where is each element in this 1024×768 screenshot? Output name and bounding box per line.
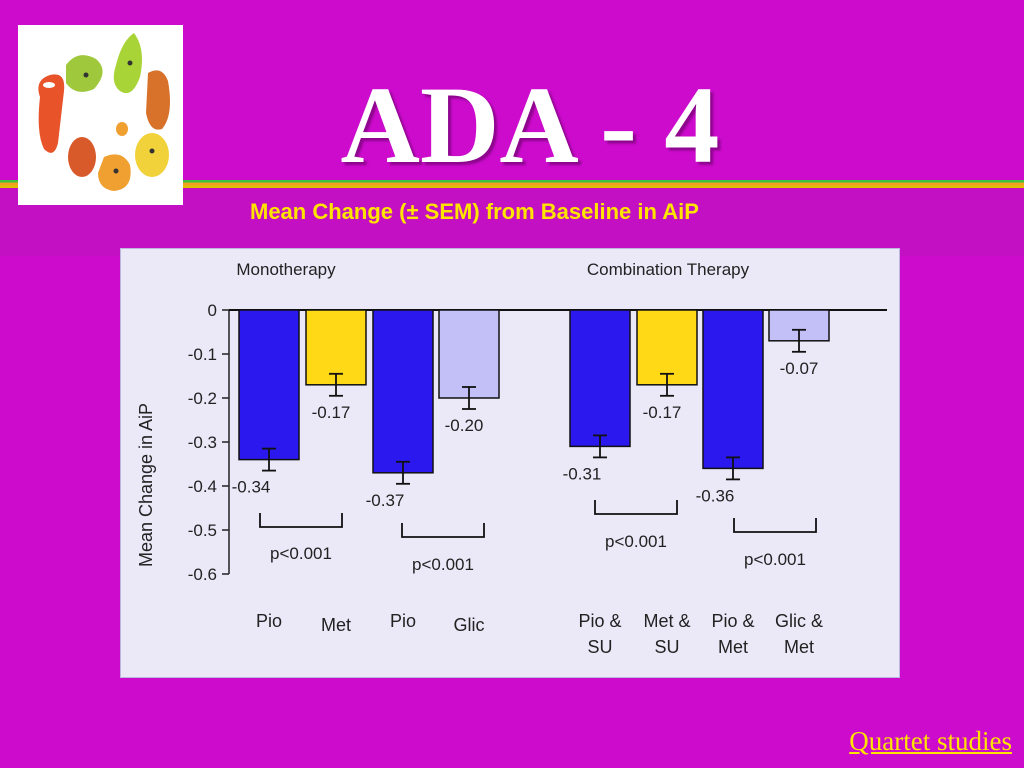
group-header-1: Combination Therapy <box>587 260 750 279</box>
category-label-4-line2: SU <box>587 637 612 657</box>
category-label-7-line2: Met <box>784 637 814 657</box>
category-label-1: Met <box>321 615 351 635</box>
y-axis-label: Mean Change in AiP <box>136 403 156 567</box>
p-value-label-0: p<0.001 <box>270 544 332 563</box>
footer-link[interactable]: Quartet studies <box>849 726 1012 756</box>
significance-bracket-2 <box>594 500 678 515</box>
significance-bracket-1 <box>401 523 485 538</box>
significance-bracket-3 <box>733 518 817 533</box>
value-label-3: -0.20 <box>445 416 484 435</box>
title-stripe <box>0 180 1024 188</box>
fruit-vegetable-characters-circle-icon <box>38 33 170 191</box>
y-tick-label-0: 0 <box>208 301 217 320</box>
p-value-label-1: p<0.001 <box>412 555 474 574</box>
category-label-7-line1: Glic & <box>775 611 823 631</box>
value-label-2: -0.37 <box>366 491 405 510</box>
bar-4 <box>569 309 631 448</box>
y-tick-label-5: -0.5 <box>188 521 217 540</box>
category-label-0: Pio <box>256 611 282 631</box>
value-label-1: -0.17 <box>312 403 351 422</box>
bar-chart: Mean Change in AiP 0 -0.1 -0.2 -0.3 -0.4 -0.5 -… <box>136 260 887 657</box>
bar-2 <box>372 309 434 474</box>
group-header-0: Monotherapy <box>236 260 336 279</box>
chart-panel: Mean Change in AiP 0 -0.1 -0.2 -0.3 -0.4 -0.5 -… <box>120 248 900 678</box>
value-label-0: -0.34 <box>232 478 271 497</box>
logo <box>18 25 183 205</box>
bar-6 <box>702 309 764 470</box>
category-label-3: Glic <box>454 615 485 635</box>
value-label-7: -0.07 <box>780 359 819 378</box>
bar-3 <box>438 309 500 399</box>
bar-1 <box>305 309 367 386</box>
value-label-6: -0.36 <box>696 486 735 505</box>
p-value-label-3: p<0.001 <box>744 550 806 569</box>
y-tick-label-2: -0.2 <box>188 389 217 408</box>
significance-bracket-0 <box>259 513 343 528</box>
category-label-6-line2: Met <box>718 637 748 657</box>
y-tick-label-6: -0.6 <box>188 565 217 584</box>
category-label-6-line1: Pio & <box>711 611 754 631</box>
slide-title: ADA - 4 <box>340 64 720 186</box>
p-value-label-2: p<0.001 <box>605 532 667 551</box>
category-label-5-line2: SU <box>654 637 679 657</box>
chart-subtitle: Mean Change (± SEM) from Baseline in AiP <box>250 199 699 224</box>
y-tick-label-1: -0.1 <box>188 345 217 364</box>
bar-0 <box>238 309 300 461</box>
category-label-2: Pio <box>390 611 416 631</box>
value-label-5: -0.17 <box>643 403 682 422</box>
y-tick-label-4: -0.4 <box>188 477 217 496</box>
value-label-4: -0.31 <box>563 464 602 483</box>
category-label-5-line1: Met & <box>643 611 690 631</box>
bar-5 <box>636 309 698 386</box>
category-label-4-line1: Pio & <box>578 611 621 631</box>
y-tick-label-3: -0.3 <box>188 433 217 452</box>
